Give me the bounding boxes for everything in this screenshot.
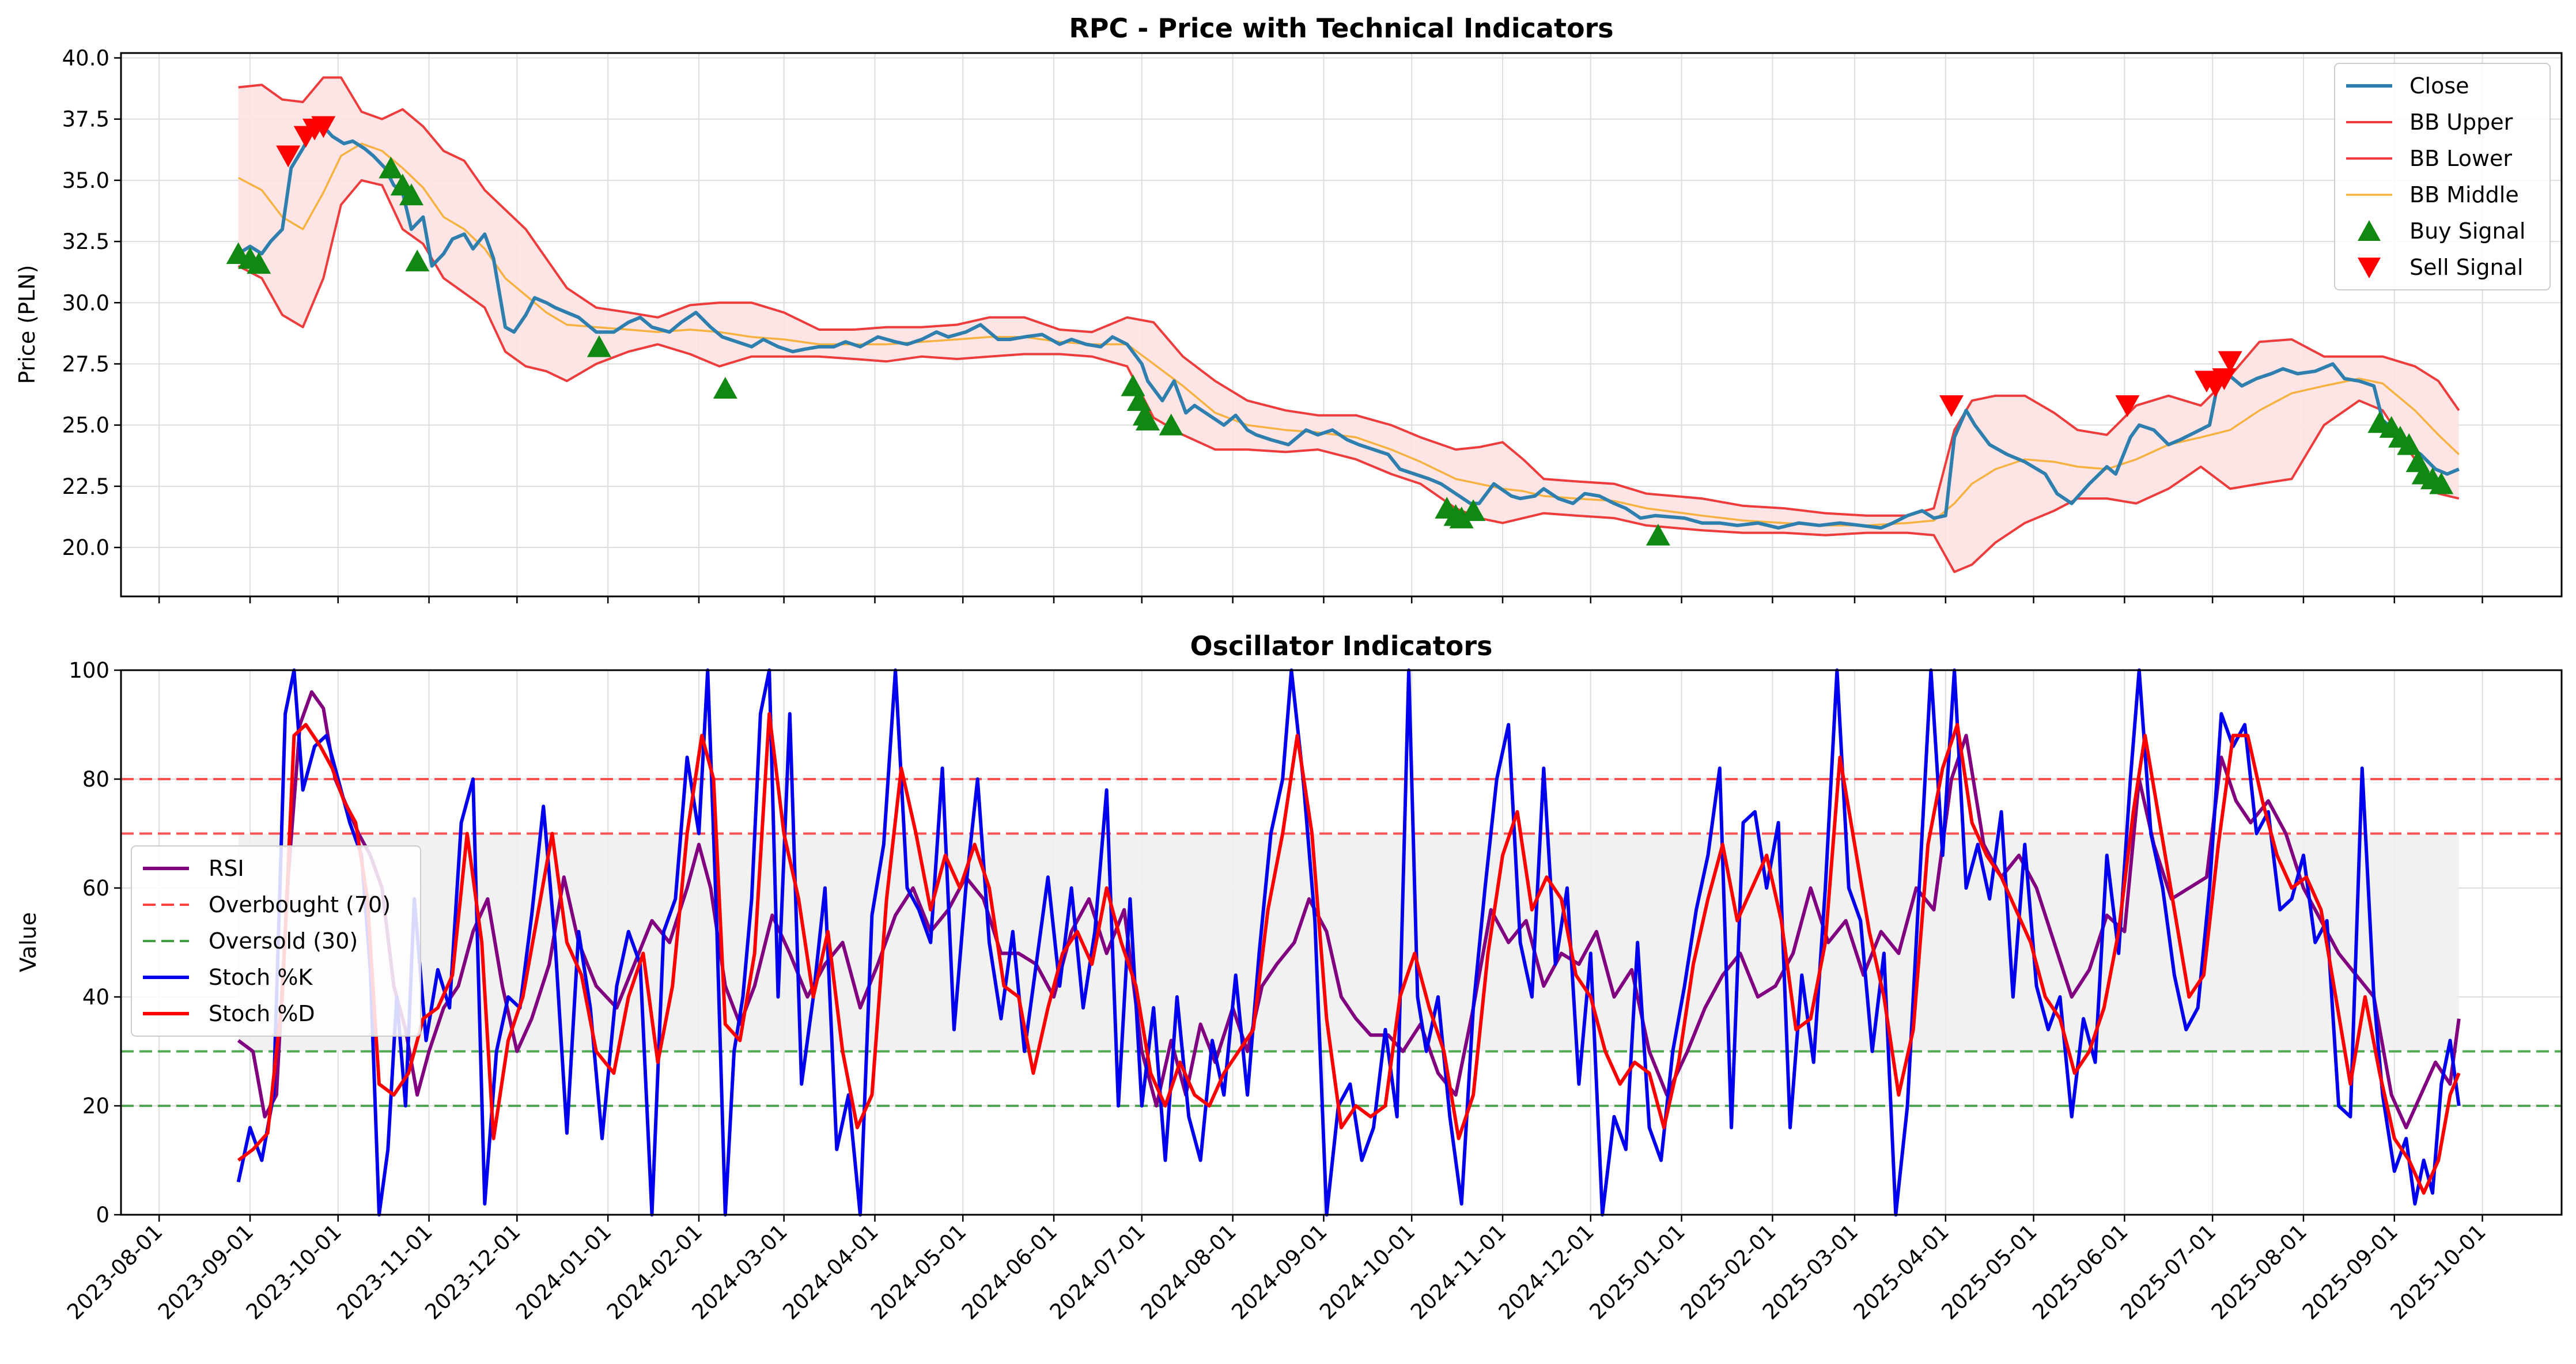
price-x-axis-ticks	[158, 596, 2483, 603]
y-tick-label: 40.0	[62, 46, 109, 70]
y-tick-label: 35.0	[62, 168, 109, 193]
oscillator-plot-frame	[120, 669, 2563, 1216]
legend-label-stoch-k: Stoch %K	[209, 965, 313, 990]
y-tick-label: 100	[69, 658, 109, 683]
oscillator-y-axis: 0 20 40 60 80 100	[69, 658, 121, 1227]
y-tick-label: 27.5	[62, 352, 109, 376]
price-panel: RPC - Price with Technical Indicators 20…	[14, 13, 2563, 603]
y-tick-label: 32.5	[62, 229, 109, 254]
oscillator-legend-box	[131, 845, 421, 1037]
y-tick-label: 0	[96, 1203, 109, 1227]
y-tick-label: 40	[82, 985, 109, 1010]
legend-label-bb-lower: BB Lower	[2409, 146, 2512, 171]
legend-swatch-sell-signal	[2358, 258, 2381, 278]
buy-signal-marker	[247, 252, 271, 274]
series-bb-lower-line	[237, 179, 2460, 573]
series-bb-upper-line	[238, 76, 2460, 517]
legend-label-buy-signal: Buy Signal	[2409, 218, 2525, 244]
buy-signal-marker	[1449, 507, 1474, 528]
sell-signal-marker	[2218, 351, 2242, 373]
buy-signal-marker	[405, 250, 430, 271]
oscillator-series-lines	[236, 668, 2461, 1216]
oscillator-chart-title: Oscillator Indicators	[1190, 630, 1493, 662]
buy-signal-marker	[1646, 523, 1670, 546]
y-tick-label: 20	[82, 1094, 109, 1119]
y-tick-label: 22.5	[62, 474, 109, 499]
signal-markers	[226, 116, 2454, 546]
buy-signal-marker	[587, 335, 611, 357]
price-legend: Close BB Upper BB Lower BB Middle Buy Signal…	[2334, 63, 2551, 290]
price-legend-box	[2334, 63, 2551, 290]
legend-swatch-buy-signal	[2358, 220, 2381, 241]
neutral-zone-area	[238, 833, 2459, 1052]
y-tick-label: 80	[82, 767, 109, 792]
buy-signal-marker	[2397, 433, 2422, 455]
series-bb-middle-line	[237, 142, 2460, 527]
buy-signal-marker	[2429, 472, 2454, 494]
legend-label-overbought-70: Overbought (70)	[209, 892, 391, 917]
sell-signal-marker	[2212, 368, 2237, 390]
legend-label-oversold-30: Oversold (30)	[209, 928, 358, 954]
series-stoch-d-line	[237, 712, 2461, 1195]
buy-signal-marker	[379, 156, 403, 179]
price-y-axis-label: Price (PLN)	[14, 265, 40, 384]
sell-signal-marker	[311, 116, 336, 138]
legend-label-sell-signal: Sell Signal	[2409, 255, 2523, 280]
price-chart-title: RPC - Price with Technical Indicators	[1069, 13, 1613, 44]
sell-signal-marker	[1939, 395, 1964, 417]
series-close-line	[237, 124, 2460, 530]
buy-signal-marker	[1135, 409, 1160, 431]
legend-label-stoch-d: Stoch %D	[209, 1001, 315, 1026]
bollinger-band-fill	[238, 77, 2459, 572]
buy-signal-marker	[713, 376, 737, 399]
legend-label-close: Close	[2409, 73, 2469, 99]
buy-signal-marker	[399, 183, 424, 206]
price-y-axis: 20.0 22.5 25.0 27.5 30.0 32.5 35.0 37.5 40.0	[62, 46, 121, 560]
y-tick-label: 37.5	[62, 107, 109, 132]
threshold-lines	[121, 778, 2562, 1107]
price-series-lines	[237, 76, 2460, 573]
y-tick-label: 60	[82, 876, 109, 901]
price-plot-frame	[120, 52, 2563, 598]
series-rsi-line	[237, 690, 2461, 1129]
y-tick-label: 25.0	[62, 413, 109, 438]
neutral-zone	[238, 833, 2459, 1052]
sell-signal-marker	[276, 145, 301, 168]
y-tick-label: 20.0	[62, 535, 109, 560]
y-tick-label: 30.0	[62, 290, 109, 315]
sell-signal-marker	[2115, 395, 2140, 417]
oscillator-legend: RSI Overbought (70) Oversold (30) Stoch %K S…	[131, 845, 421, 1037]
legend-label-rsi: RSI	[209, 856, 244, 881]
oscillator-y-axis-label: Value	[16, 912, 41, 972]
buy-signal-marker	[1159, 413, 1183, 436]
buy-signal-marker	[1461, 499, 1486, 522]
legend-label-bb-middle: BB Middle	[2409, 182, 2519, 207]
bollinger-band-area	[238, 77, 2459, 572]
legend-label-bb-upper: BB Upper	[2409, 109, 2513, 135]
